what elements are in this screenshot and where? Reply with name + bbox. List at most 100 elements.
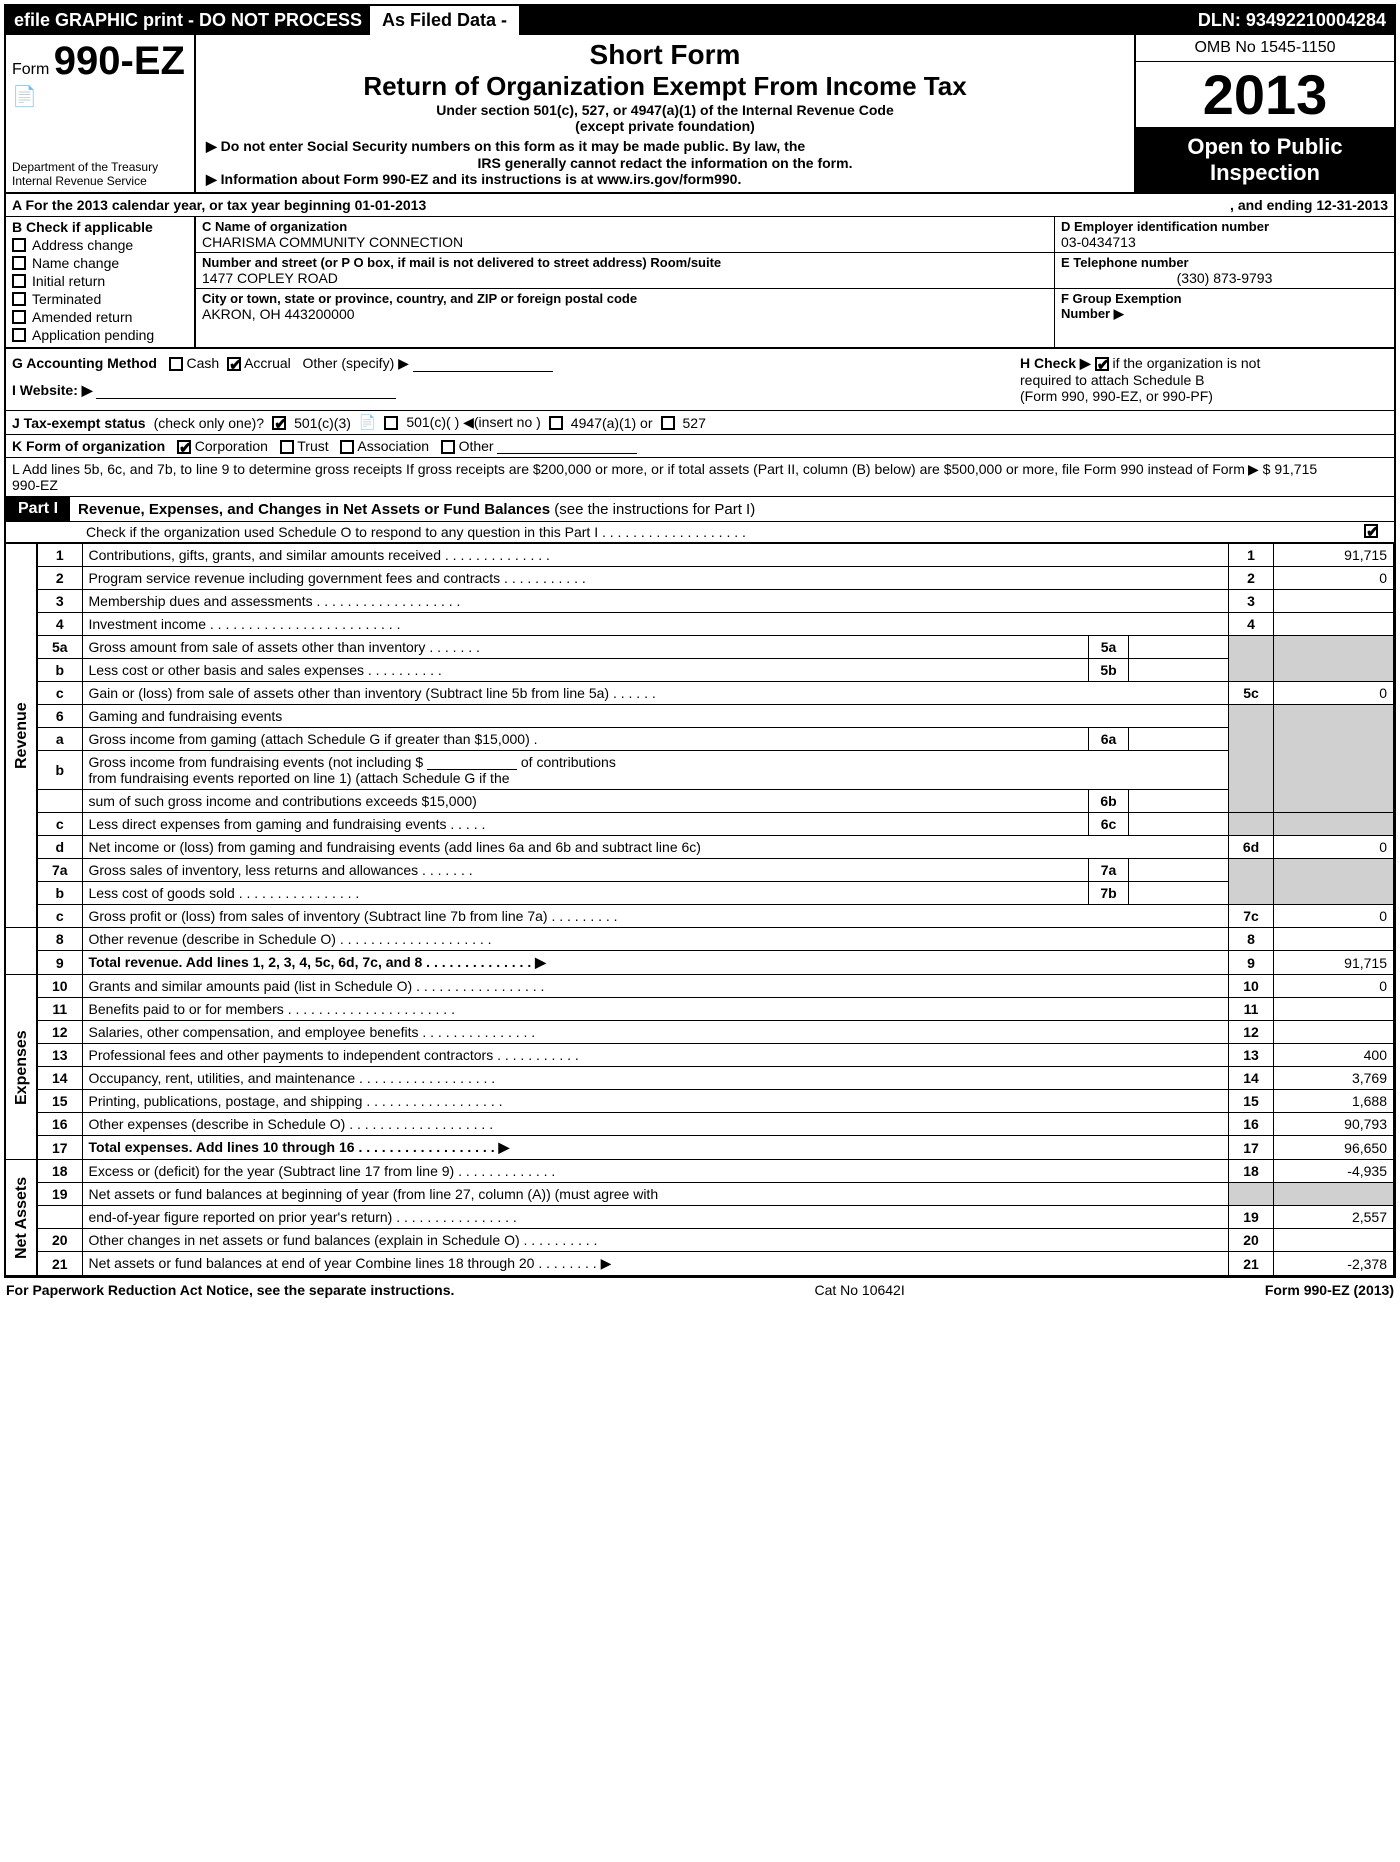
line-5a: 5a Gross amount from sale of assets othe…: [6, 636, 1394, 659]
note2: IRS generally cannot redact the informat…: [206, 155, 1124, 171]
check-501c[interactable]: [384, 416, 398, 430]
val-16: 90,793: [1274, 1113, 1394, 1136]
section-l-amount: ▶ $ 91,715: [1248, 461, 1388, 493]
footer: For Paperwork Reduction Act Notice, see …: [4, 1278, 1396, 1302]
val-21: -2,378: [1274, 1252, 1394, 1276]
section-a: A For the 2013 calendar year, or tax yea…: [6, 194, 1394, 217]
dept1: Department of the Treasury: [12, 160, 188, 174]
line-5c: c Gain or (loss) from sale of assets oth…: [6, 682, 1394, 705]
section-b: B Check if applicable Address change Nam…: [6, 217, 196, 347]
top-bar: efile GRAPHIC print - DO NOT PROCESS As …: [6, 6, 1394, 35]
note1: ▶ Do not enter Social Security numbers o…: [206, 138, 1124, 155]
ein-block: D Employer identification number 03-0434…: [1055, 217, 1394, 253]
line-6b: b Gross income from fundraising events (…: [6, 751, 1394, 790]
check-initial[interactable]: Initial return: [12, 273, 188, 289]
section-h: H Check ▶ if the organization is not req…: [1014, 349, 1394, 410]
org-addr-block: Number and street (or P O box, if mail i…: [196, 253, 1054, 289]
val-5c: 0: [1274, 682, 1394, 705]
val-13: 400: [1274, 1044, 1394, 1067]
val-2: 0: [1274, 567, 1394, 590]
line-14: 14 Occupancy, rent, utilities, and maint…: [6, 1067, 1394, 1090]
check-accrual[interactable]: [227, 357, 241, 371]
efile-icon: 📄: [12, 84, 188, 109]
phone-value: (330) 873-9793: [1061, 270, 1388, 286]
form-number: Form 990-EZ: [12, 39, 188, 84]
row-bcd: B Check if applicable Address change Nam…: [6, 217, 1394, 349]
line-10: Expenses 10 Grants and similar amounts p…: [6, 975, 1394, 998]
section-b-title: B Check if applicable: [12, 219, 153, 235]
val-14: 3,769: [1274, 1067, 1394, 1090]
org-addr-label: Number and street (or P O box, if mail i…: [202, 255, 1048, 270]
val-8: [1274, 928, 1394, 951]
form-prefix: Form: [12, 61, 49, 78]
check-sched-o[interactable]: [1364, 524, 1378, 538]
short-form-title: Short Form: [206, 39, 1124, 71]
check-4947[interactable]: [549, 416, 563, 430]
open1: Open to Public: [1142, 134, 1388, 160]
topbar-spacer: [519, 6, 1190, 35]
val-3: [1274, 590, 1394, 613]
line-6d: d Net income or (loss) from gaming and f…: [6, 836, 1394, 859]
form-number-big: 990-EZ: [54, 39, 185, 83]
val-11: [1274, 998, 1394, 1021]
topbar-left: efile GRAPHIC print - DO NOT PROCESS: [6, 6, 370, 35]
line-19b: end-of-year figure reported on prior yea…: [6, 1206, 1394, 1229]
section-i-label: I Website: ▶: [12, 382, 93, 398]
section-c: C Name of organization CHARISMA COMMUNIT…: [196, 217, 1054, 347]
omb-number: OMB No 1545-1150: [1136, 35, 1394, 62]
val-7c: 0: [1274, 905, 1394, 928]
val-7b: [1129, 882, 1229, 905]
line-17: 17 Total expenses. Add lines 10 through …: [6, 1136, 1394, 1160]
org-city: AKRON, OH 443200000: [202, 306, 1048, 322]
section-def: D Employer identification number 03-0434…: [1054, 217, 1394, 347]
val-20: [1274, 1229, 1394, 1252]
check-trust[interactable]: [280, 440, 294, 454]
line-16: 16 Other expenses (describe in Schedule …: [6, 1113, 1394, 1136]
line-5b: b Less cost or other basis and sales exp…: [6, 659, 1394, 682]
website-input[interactable]: [96, 385, 396, 399]
check-name[interactable]: Name change: [12, 255, 188, 271]
check-cash[interactable]: [169, 357, 183, 371]
subtitle1: Under section 501(c), 527, or 4947(a)(1)…: [206, 102, 1124, 118]
check-assoc[interactable]: [340, 440, 354, 454]
subtitle2: (except private foundation): [206, 118, 1124, 134]
org-addr: 1477 COPLEY ROAD: [202, 270, 1048, 286]
line-6c: c Less direct expenses from gaming and f…: [6, 813, 1394, 836]
check-501c3[interactable]: [272, 416, 286, 430]
other-org-input[interactable]: [497, 440, 637, 454]
section-a-left: A For the 2013 calendar year, or tax yea…: [12, 197, 426, 213]
val-10: 0: [1274, 975, 1394, 998]
val-15: 1,688: [1274, 1090, 1394, 1113]
g-label: G Accounting Method: [12, 355, 157, 371]
section-k: K Form of organization Corporation Trust…: [6, 435, 1394, 458]
check-application[interactable]: Application pending: [12, 327, 188, 343]
phone-label: E Telephone number: [1061, 255, 1388, 270]
check-terminated[interactable]: Terminated: [12, 291, 188, 307]
line-2: 2 Program service revenue including gove…: [6, 567, 1394, 590]
header-mid: Short Form Return of Organization Exempt…: [196, 35, 1134, 192]
footer-left: For Paperwork Reduction Act Notice, see …: [6, 1282, 454, 1298]
footer-mid: Cat No 10642I: [814, 1282, 904, 1298]
line-8: 8 Other revenue (describe in Schedule O)…: [6, 928, 1394, 951]
part-i-label: Part I: [6, 497, 70, 521]
footer-right: Form 990-EZ (2013): [1265, 1282, 1394, 1298]
side-revenue: Revenue: [6, 544, 37, 928]
other-method-input[interactable]: [413, 358, 553, 372]
check-corp[interactable]: [177, 440, 191, 454]
check-527[interactable]: [661, 416, 675, 430]
org-name: CHARISMA COMMUNITY CONNECTION: [202, 234, 1048, 250]
check-amended[interactable]: Amended return: [12, 309, 188, 325]
val-6b: [1129, 790, 1229, 813]
check-other-org[interactable]: [441, 440, 455, 454]
line-7c: c Gross profit or (loss) from sales of i…: [6, 905, 1394, 928]
line-20: 20 Other changes in net assets or fund b…: [6, 1229, 1394, 1252]
check-h[interactable]: [1095, 357, 1109, 371]
val-17: 96,650: [1274, 1136, 1394, 1160]
open2: Inspection: [1142, 160, 1388, 186]
ein-value: 03-0434713: [1061, 234, 1388, 250]
check-address[interactable]: Address change: [12, 237, 188, 253]
line-19a: 19 Net assets or fund balances at beginn…: [6, 1183, 1394, 1206]
open-public: Open to Public Inspection: [1136, 128, 1394, 192]
line-13: 13 Professional fees and other payments …: [6, 1044, 1394, 1067]
line-3: 3 Membership dues and assessments . . . …: [6, 590, 1394, 613]
